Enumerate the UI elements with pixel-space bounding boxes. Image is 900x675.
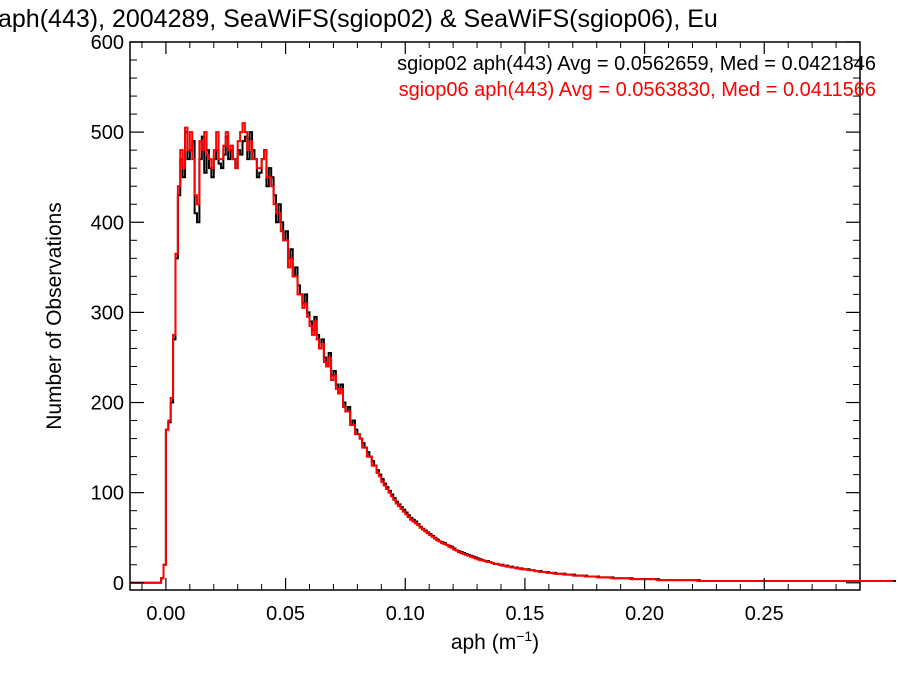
plot-area: 0.00 0.05 0.10 0.15 0.20 0.25 0 100 200 300 400 500… [91, 32, 896, 625]
x-tick-label: 0.00 [146, 603, 185, 625]
series-line-sgiop02 [130, 131, 896, 584]
y-tick-label: 200 [91, 393, 124, 415]
y-tick-label: 100 [91, 483, 124, 505]
x-axis-label-close: ) [532, 631, 539, 654]
y-axis-label: Number of Observations [43, 202, 66, 430]
legend-entry-sgiop06: sgiop06 aph(443) Avg = 0.0563830, Med = … [399, 79, 876, 101]
y-tick-label: 600 [91, 32, 124, 54]
x-axis-label-superscript: −1 [516, 628, 532, 644]
y-tick-label: 400 [91, 212, 124, 234]
axis-ticks: 0.00 0.05 0.10 0.15 0.20 0.25 0 100 200 300 400 500… [91, 32, 861, 625]
x-tick-label: 0.25 [745, 603, 784, 625]
legend-entry-sgiop02: sgiop02 aph(443) Avg = 0.0562659, Med = … [397, 53, 876, 75]
y-tick-label: 0 [113, 573, 124, 595]
series-layer [130, 122, 896, 584]
chart-title: aph(443), 2004289, SeaWiFS(sgiop02) & Se… [0, 5, 718, 33]
x-tick-label: 0.20 [625, 603, 664, 625]
x-tick-label: 0.10 [386, 603, 425, 625]
plot-frame [129, 41, 861, 591]
x-axis-label: aph (m−1) [451, 628, 539, 654]
y-tick-label: 300 [91, 302, 124, 324]
x-tick-label: 0.15 [505, 603, 544, 625]
y-tick-label: 500 [91, 122, 124, 144]
series-line-sgiop06 [130, 122, 894, 584]
x-axis-label-main: aph (m [451, 631, 516, 654]
x-tick-label: 0.05 [266, 603, 305, 625]
